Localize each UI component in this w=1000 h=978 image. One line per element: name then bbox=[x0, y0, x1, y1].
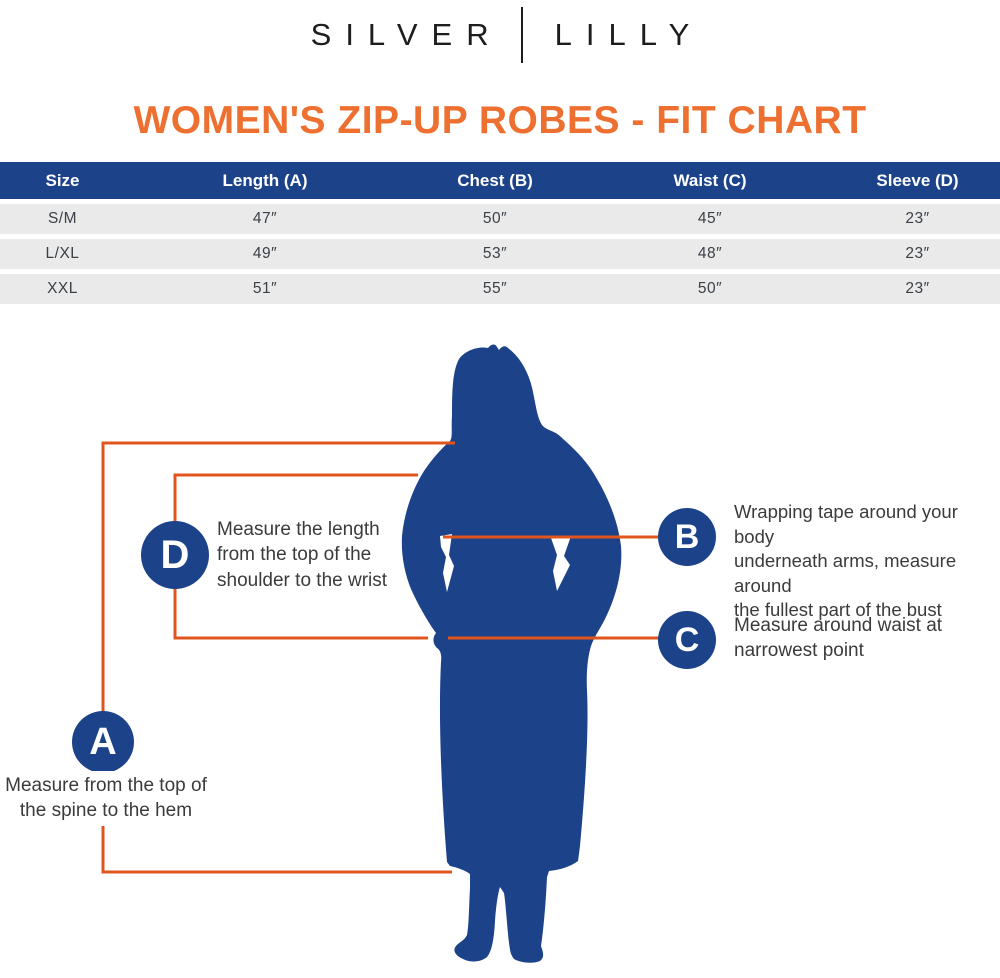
right-sleeve-gap bbox=[551, 536, 571, 591]
callout-a-text: Measure from the top of the spine to the… bbox=[0, 771, 212, 826]
size-table: Size Length (A) Chest (B) Waist (C) Slee… bbox=[0, 162, 1000, 304]
callout-a-badge: A bbox=[72, 711, 134, 773]
callout-c-text: Measure around waist at narrowest point bbox=[734, 615, 943, 662]
length-value: 51″ bbox=[252, 280, 278, 297]
table-row: L/XL 49″ 53″ 48″ 23″ bbox=[0, 239, 1000, 269]
length-value: 47″ bbox=[252, 210, 278, 227]
size-value: S/M bbox=[47, 210, 78, 227]
table-row: XXL 51″ 55″ 50″ 23″ bbox=[0, 274, 1000, 304]
waist-value: 45″ bbox=[697, 210, 723, 227]
size-value: XXL bbox=[47, 280, 78, 297]
brand-divider bbox=[520, 7, 523, 63]
length-value: 49″ bbox=[252, 245, 278, 262]
table-header-row: Size Length (A) Chest (B) Waist (C) Slee… bbox=[0, 162, 1000, 199]
callout-d-badge: D bbox=[141, 521, 209, 589]
size-value: L/XL bbox=[45, 245, 80, 262]
table-row: S/M 47″ 50″ 45″ 23″ bbox=[0, 204, 1000, 234]
callout-c-badge: C bbox=[658, 611, 716, 669]
brand-logo: SILVER LILLY bbox=[0, 4, 1000, 66]
brand-name-left: SILVER bbox=[310, 17, 503, 52]
header-chest: Chest (B) bbox=[457, 170, 533, 190]
callout-d-text: Measure the length from the top of the s… bbox=[217, 519, 388, 591]
chest-value: 53″ bbox=[482, 245, 508, 262]
robe-silhouette bbox=[401, 344, 622, 963]
sleeve-value: 23″ bbox=[905, 280, 930, 297]
callout-b-badge: B bbox=[658, 508, 716, 566]
chest-value: 50″ bbox=[482, 210, 508, 227]
header-length: Length (A) bbox=[222, 170, 308, 190]
chest-value: 55″ bbox=[482, 280, 508, 297]
sleeve-value: 23″ bbox=[905, 210, 930, 227]
sleeve-value: 23″ bbox=[905, 245, 930, 262]
header-sleeve: Sleeve (D) bbox=[876, 170, 959, 190]
callout-b-text: Wrapping tape around your body underneat… bbox=[734, 501, 958, 621]
measurement-lines bbox=[101, 441, 660, 874]
waist-value: 48″ bbox=[697, 245, 723, 262]
brand-name-right: LILLY bbox=[554, 17, 704, 52]
header-size: Size bbox=[45, 170, 80, 190]
waist-value: 50″ bbox=[697, 280, 723, 297]
header-waist: Waist (C) bbox=[673, 170, 747, 190]
length-a-line bbox=[101, 441, 455, 874]
page-title: WOMEN'S ZIP-UP ROBES - FIT CHART bbox=[133, 99, 867, 142]
left-sleeve-gap bbox=[440, 534, 454, 592]
